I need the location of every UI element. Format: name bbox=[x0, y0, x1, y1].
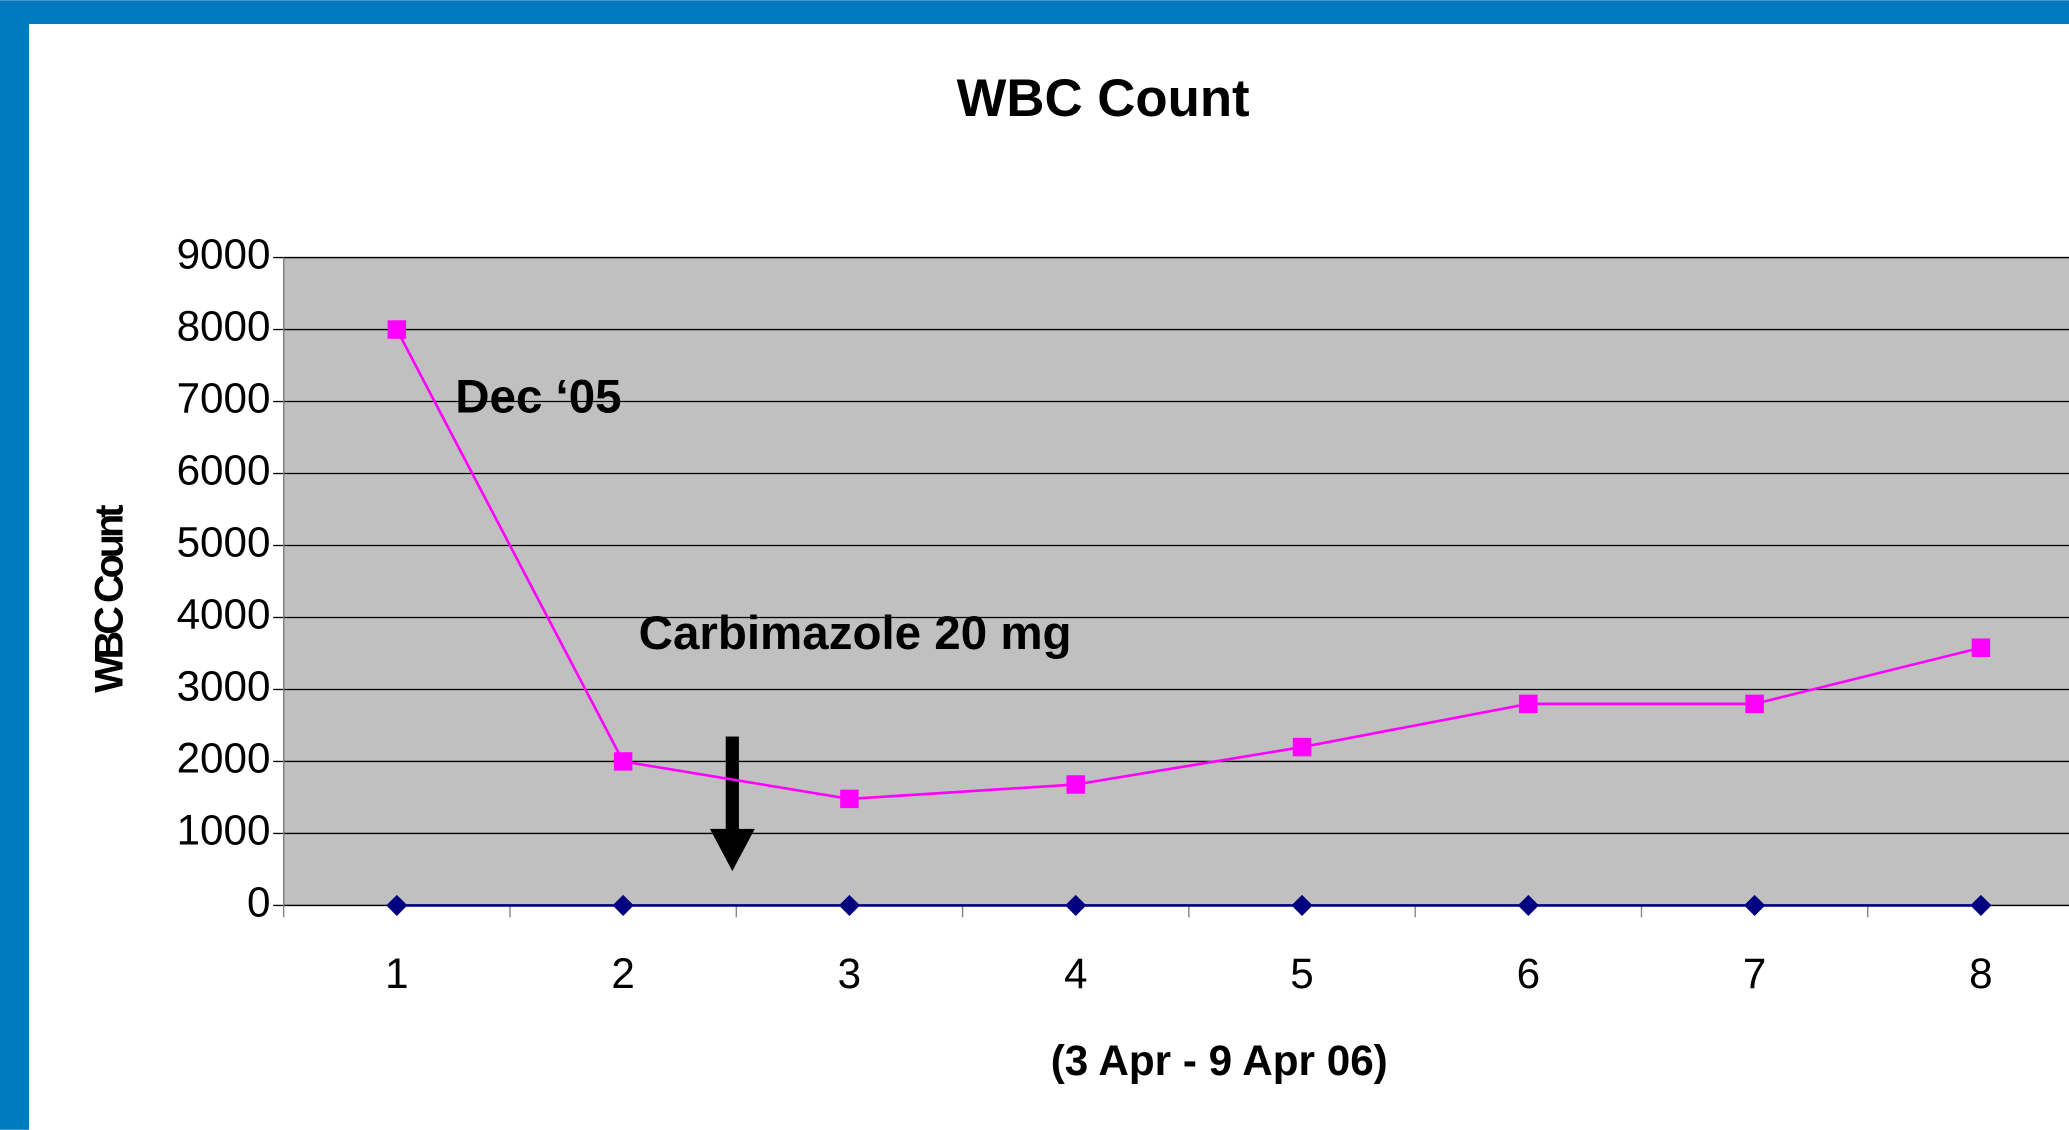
plot-area bbox=[283, 256, 2069, 907]
x-tick-label: 8 bbox=[1969, 950, 1992, 997]
y-tick-label: 3000 bbox=[177, 663, 271, 710]
x-tick-label: 3 bbox=[838, 950, 861, 997]
point bbox=[1519, 694, 1538, 714]
x-tick-label: 6 bbox=[1517, 950, 1540, 997]
arrow bbox=[709, 736, 755, 872]
y-tick-label: 9000 bbox=[177, 231, 271, 278]
y-tick-label: 1000 bbox=[177, 807, 271, 854]
point bbox=[613, 752, 633, 771]
annotation: Carbimazole 20 mg bbox=[639, 607, 1072, 660]
y-tick-label: 2000 bbox=[177, 735, 271, 782]
point bbox=[1065, 894, 1087, 916]
y-tick-label: 6000 bbox=[177, 447, 271, 494]
x-tick-label: 4 bbox=[1064, 950, 1087, 997]
point bbox=[1066, 775, 1085, 794]
series-line bbox=[395, 328, 1982, 801]
point bbox=[1744, 894, 1766, 916]
point bbox=[612, 894, 634, 916]
y-axis-label: WBC Count bbox=[88, 505, 132, 693]
y-tick-label: 7000 bbox=[177, 375, 271, 422]
point bbox=[1291, 894, 1313, 916]
annotation: Dec ‘05 bbox=[455, 371, 621, 424]
point bbox=[1970, 894, 1992, 916]
point bbox=[838, 894, 860, 916]
y-tick-label: 4000 bbox=[177, 591, 271, 638]
y-tick-label: 8000 bbox=[177, 303, 271, 350]
point bbox=[840, 789, 859, 809]
point bbox=[1745, 694, 1764, 714]
point bbox=[1517, 894, 1539, 916]
x-tick-label: 2 bbox=[611, 950, 634, 997]
chart-title: WBC Count bbox=[957, 69, 1250, 128]
x-tick-label: 1 bbox=[385, 950, 408, 997]
point bbox=[387, 320, 407, 339]
x-tick-label: 5 bbox=[1290, 950, 1313, 997]
point bbox=[1971, 638, 1991, 657]
point bbox=[1292, 737, 1312, 757]
y-tick-label: 0 bbox=[247, 879, 270, 926]
plot: 0 1000 2000 3000 4000 5000 6000 7000 8000 9000 1 2 3… bbox=[177, 231, 2069, 997]
x-axis-label: (3 Apr - 9 Apr 06) bbox=[1051, 1037, 1388, 1084]
x-tick-label: 7 bbox=[1743, 950, 1766, 997]
y-tick-label: 5000 bbox=[177, 519, 271, 566]
